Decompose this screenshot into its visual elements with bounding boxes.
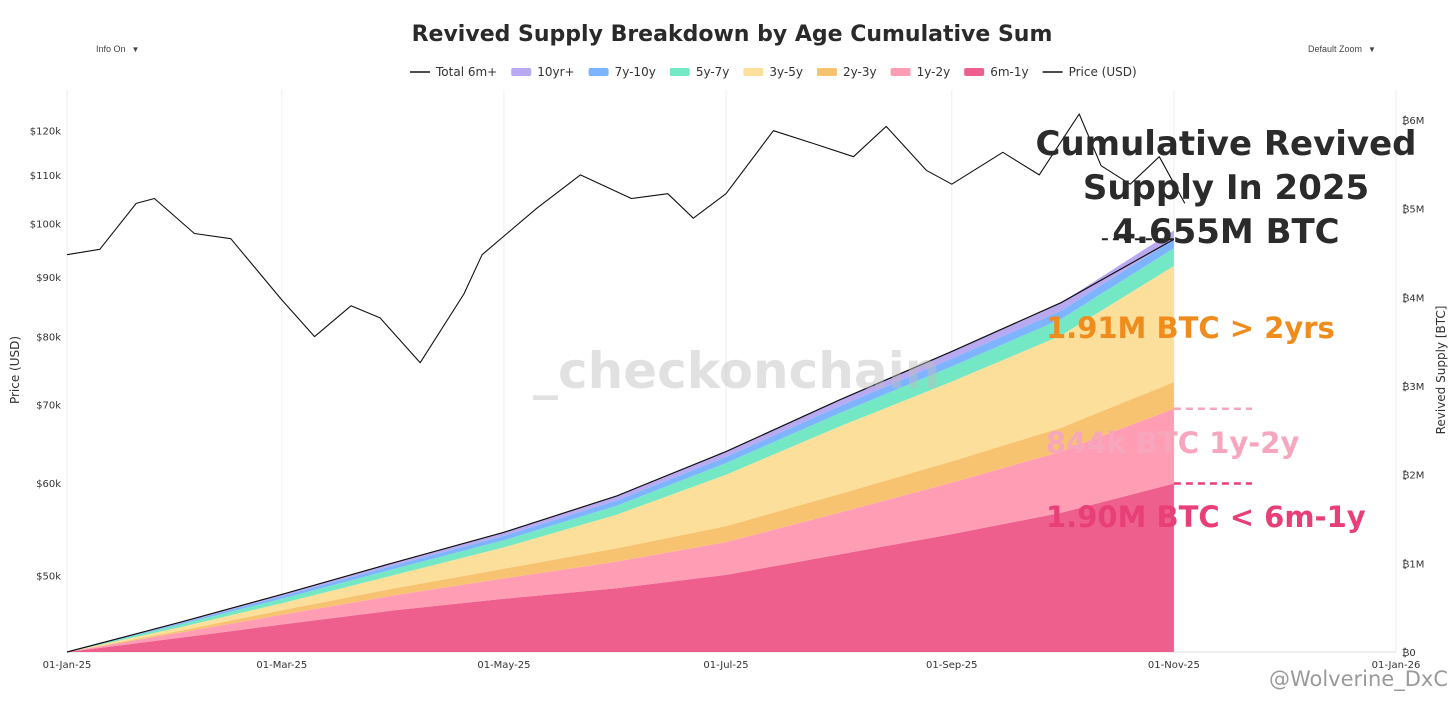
legend-label: 3y-5y [769,65,803,79]
y-axis-left: $50k $60k $70k $80k $90k $100k $110k $120k [30,127,61,583]
y-right-tick-label: ₿4M [1402,292,1424,304]
legend-swatch [511,68,532,76]
chevron-down-icon: ▼ [1368,45,1376,54]
credit-watermark: @Wolverine_DxC [1269,667,1448,692]
legend-label: 5y-7y [696,65,730,79]
y-axis-right-label: Revived Supply [BTC] [1434,306,1448,435]
legend-label: 10yr+ [537,65,574,79]
chevron-down-icon: ▼ [131,45,140,54]
annotation-gt-2yrs: 1.91M BTC > 2yrs [1046,311,1335,345]
line-total-6m-plus [66,238,1175,653]
y-left-tick-label: $90k [36,273,61,284]
area-6m-1y [67,483,1174,652]
y-right-tick-label: ₿0 [1402,647,1416,659]
annotation-1y-2y: 844k BTC 1y-2y [1046,426,1299,460]
y-right-tick-label: ₿2M [1402,470,1424,482]
x-tick-label: 01-Jul-25 [703,660,748,671]
area-1y-2y [67,408,1174,652]
legend-swatch [890,68,911,76]
y-left-tick-label: $50k [36,571,61,582]
chart-title: Revived Supply Breakdown by Age Cumulati… [412,22,1053,47]
y-axis-right: ₿0 ₿1M ₿2M ₿3M ₿4M ₿5M ₿6M [1402,115,1424,659]
legend-item-3y-5y: 3y-5y [743,65,803,79]
legend-label: 6m-1y [990,65,1028,79]
legend-item-total-6m: Total 6m+ [410,65,497,79]
legend-item-6m-1y: 6m-1y [964,65,1029,79]
annotation-6m-1y: 1.90M BTC < 6m-1y [1046,500,1366,534]
y-right-tick-label: ₿6M [1402,115,1424,127]
info-toggle[interactable]: Info On ▼ [96,44,139,54]
y-left-tick-label: $110k [30,171,61,182]
legend-label: Price (USD) [1069,65,1137,79]
x-tick-label: 01-Sep-25 [926,660,978,671]
legend-swatch [817,68,837,76]
annotation-total-line: Supply In 2025 [1083,168,1369,208]
zoom-select[interactable]: Default Zoom ▼ [1308,44,1376,54]
x-axis: 01-Jan-25 01-Mar-25 01-May-25 01-Jul-25 01-S… [43,660,1421,671]
price-series [66,113,1186,364]
y-right-tick-label: ₿5M [1402,204,1424,216]
legend-label: Total 6m+ [435,65,497,79]
legend: Total 6m+ 10yr+ 7y-10y 5y-7y 3y-5y 2y-3y 1y-2y… [410,65,1137,79]
x-tick-label: 01-Jan-25 [43,660,92,671]
legend-swatch [588,68,609,76]
annotation-total-line: 4.655M BTC [1112,212,1339,252]
legend-item-7y-10y: 7y-10y [588,65,656,79]
legend-item-1y-2y: 1y-2y [890,65,951,79]
y-right-tick-label: ₿1M [1402,558,1424,570]
line-price [66,113,1186,364]
legend-label: 2y-3y [843,65,877,79]
annotation-total-line: Cumulative Revived [1036,124,1417,164]
y-left-tick-label: $70k [36,400,61,411]
area-series [66,230,1175,653]
y-right-tick-label: ₿3M [1402,381,1424,393]
info-toggle-label: Info On [96,44,126,54]
legend-item-2y-3y: 2y-3y [817,65,877,79]
y-left-tick-label: $60k [36,479,61,490]
y-axis-left-label: Price (USD) [8,336,22,404]
legend-swatch [964,68,985,76]
legend-item-5y-7y: 5y-7y [669,65,730,79]
y-left-tick-label: $80k [36,333,61,344]
watermark: _checkonchain [533,342,940,400]
legend-label: 1y-2y [917,65,951,79]
y-left-tick-label: $120k [30,127,61,138]
y-left-tick-label: $100k [30,219,61,230]
legend-item-10yr: 10yr+ [511,65,575,79]
x-tick-label: 01-Mar-25 [256,660,307,671]
area-3y-5y [67,265,1174,652]
legend-label: 7y-10y [615,65,656,79]
zoom-select-label: Default Zoom [1308,44,1363,54]
legend-swatch [743,68,764,76]
legend-swatch [669,68,690,76]
x-tick-label: 01-Nov-25 [1148,660,1200,671]
x-tick-label: 01-Jan-26 [1372,660,1421,671]
x-tick-label: 01-May-25 [477,660,530,671]
legend-item-price-usd: Price (USD) [1042,65,1137,79]
